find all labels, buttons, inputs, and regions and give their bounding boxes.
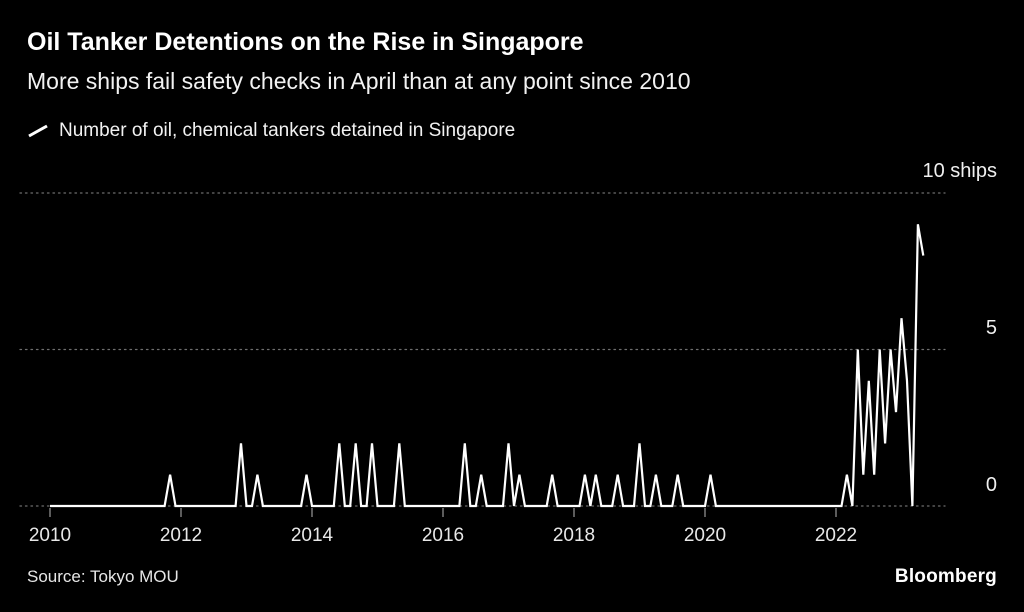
- line-series-icon: [27, 124, 49, 138]
- source-note: Source: Tokyo MOU: [27, 567, 179, 586]
- y-axis-label-5: 5: [985, 317, 997, 339]
- chart-title: Oil Tanker Detentions on the Rise in Sin…: [27, 28, 584, 56]
- x-axis-label-2016: 2016: [421, 525, 465, 546]
- legend-label: Number of oil, chemical tankers detained…: [59, 120, 516, 141]
- x-axis-label-2018: 2018: [552, 525, 596, 546]
- x-axis-label-2022: 2022: [814, 525, 858, 546]
- legend: Number of oil, chemical tankers detained…: [27, 120, 515, 142]
- bloomberg-logo: Bloomberg: [894, 566, 997, 587]
- x-axis-label-2012: 2012: [159, 525, 203, 546]
- x-axis-label-2010: 2010: [28, 525, 72, 546]
- detentions-line-series: [50, 224, 925, 508]
- chart-subtitle: More ships fail safety checks in April t…: [27, 68, 691, 94]
- x-axis-label-2020: 2020: [683, 525, 727, 546]
- y-axis-label-0: 0: [985, 474, 997, 496]
- y-axis-label-10: 10 ships: [922, 160, 998, 182]
- x-axis-label-2014: 2014: [290, 525, 334, 546]
